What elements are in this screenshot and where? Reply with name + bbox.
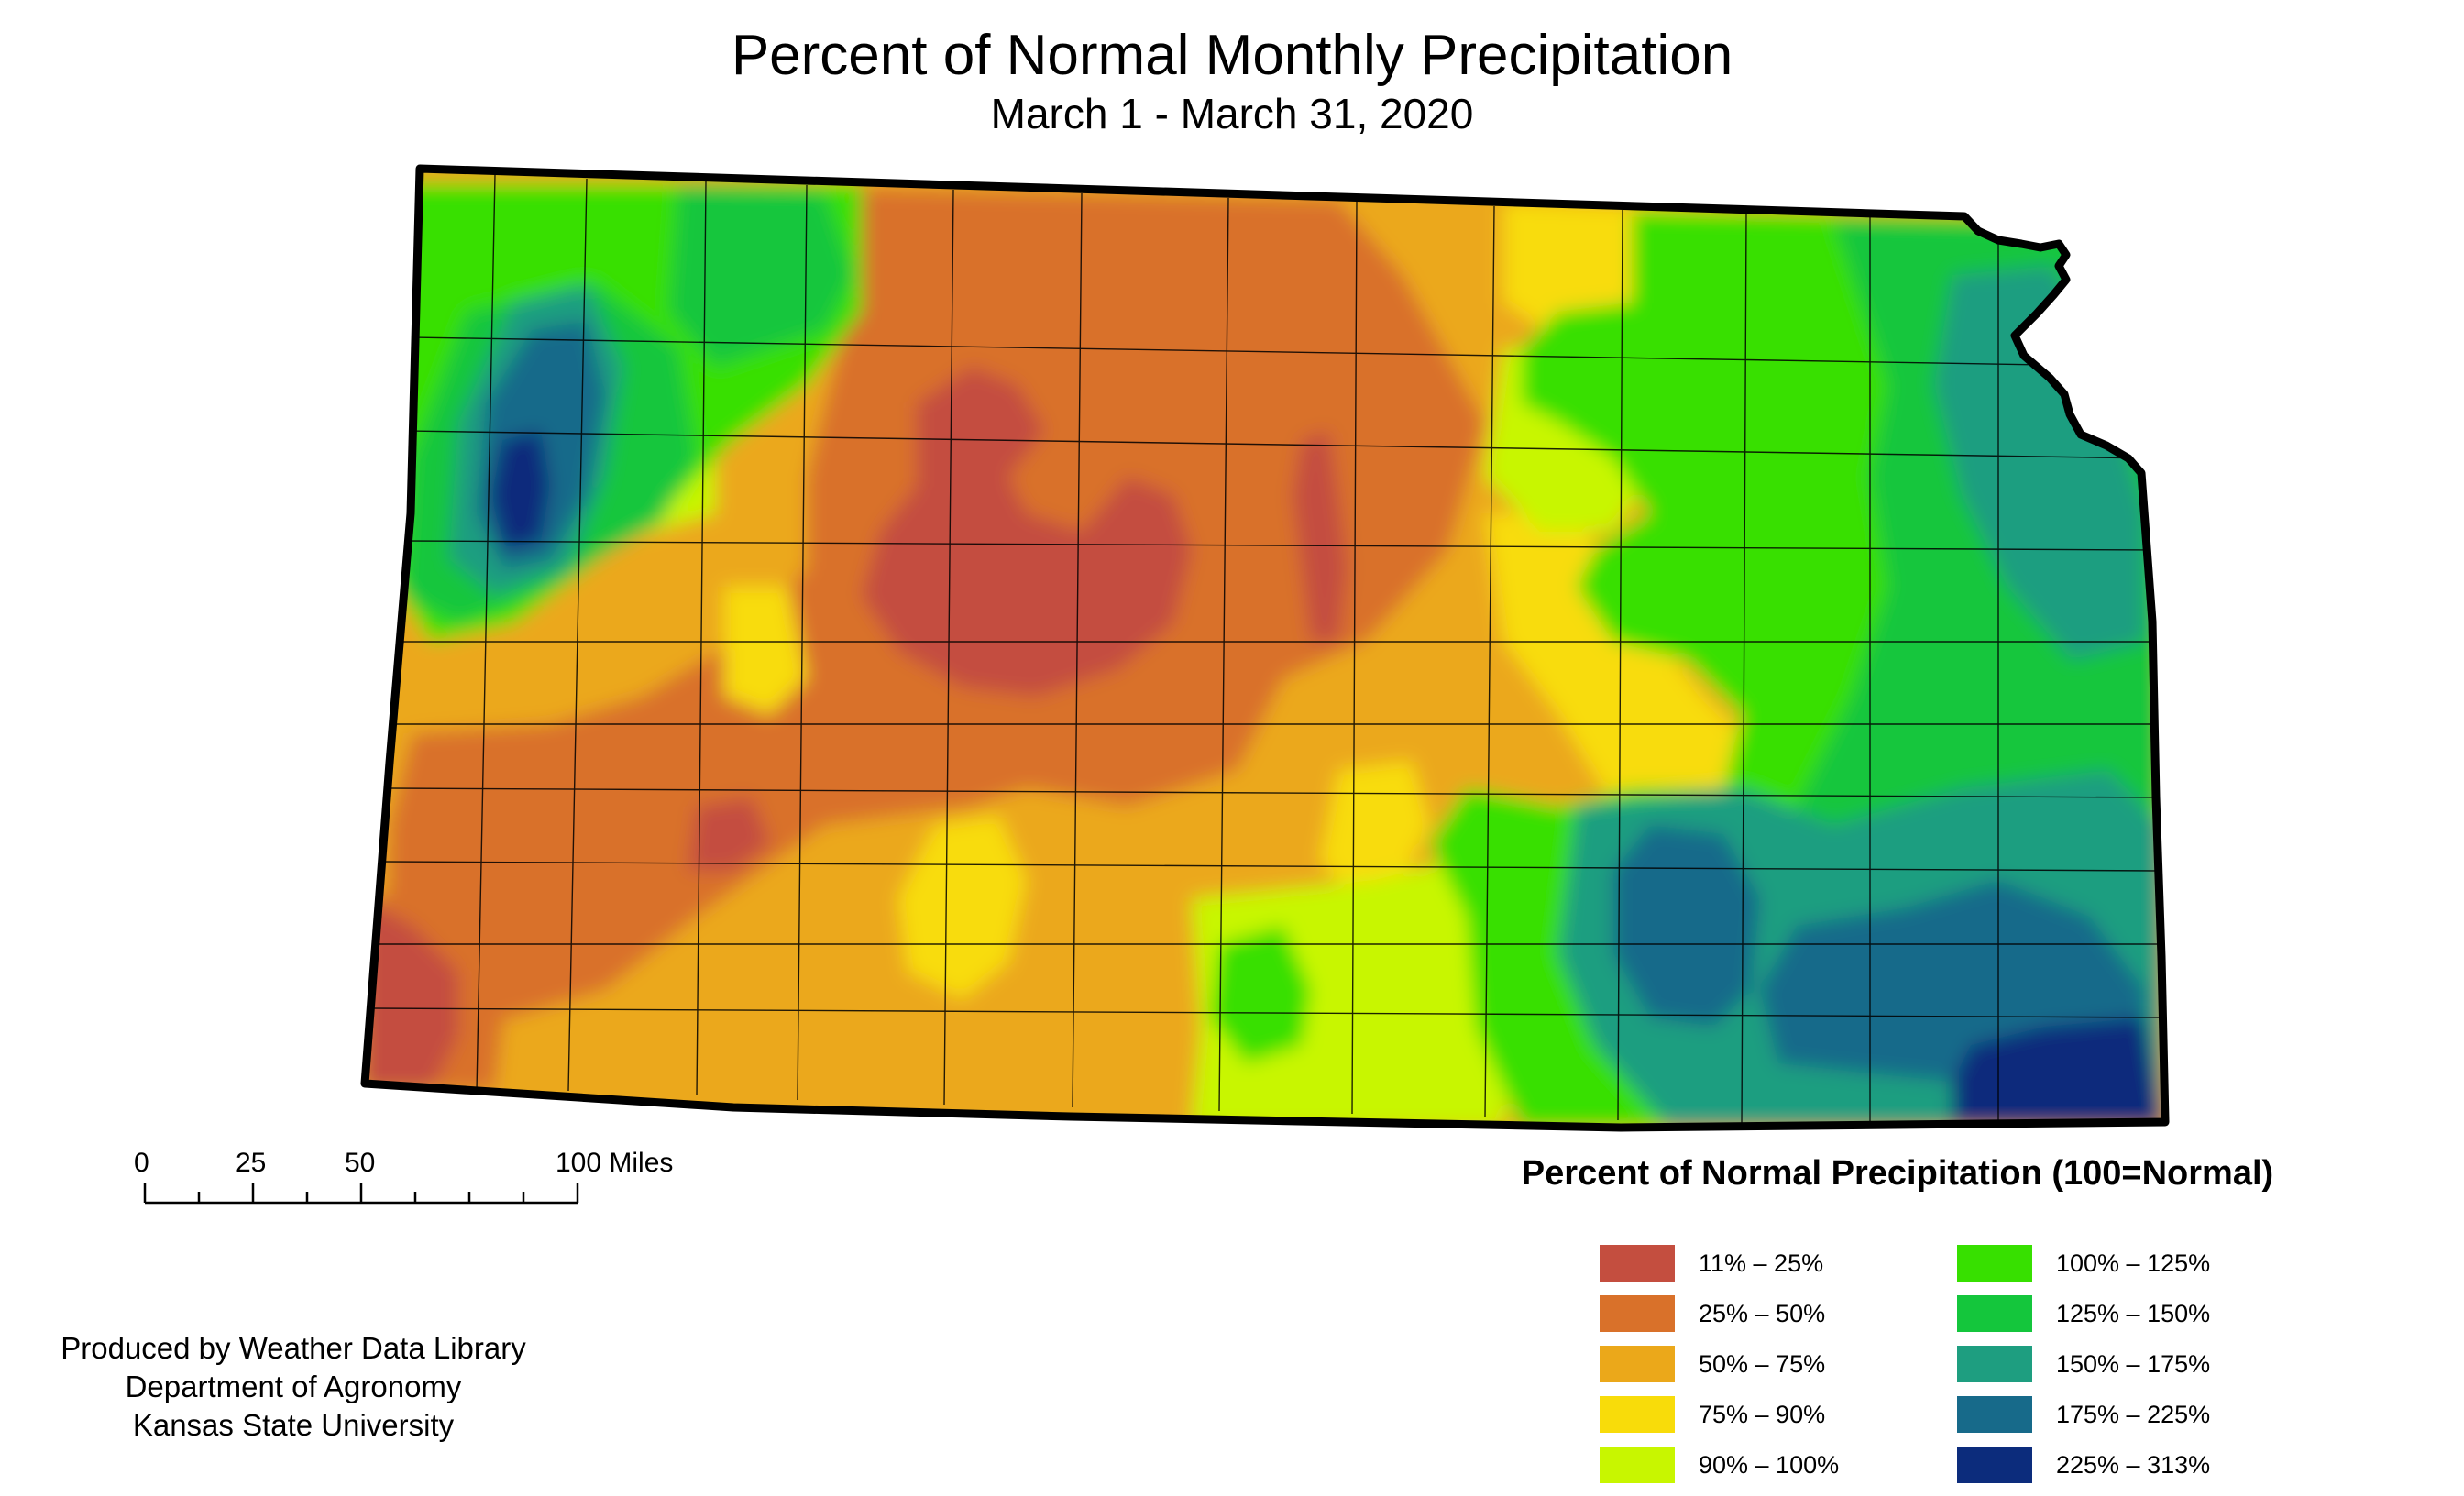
scale-label-0: 0 <box>134 1148 149 1178</box>
legend-label: 75% – 90% <box>1699 1400 1826 1428</box>
legend-label: 100% – 125% <box>2056 1248 2211 1277</box>
zone-11-25-southwest-b <box>365 898 458 1091</box>
zone-225-313-northwest <box>490 431 550 550</box>
scale-bar <box>143 1182 579 1204</box>
credits-line-1: Produced by Weather Data Library <box>60 1331 526 1365</box>
legend-label: 11% – 25% <box>1699 1248 1824 1277</box>
legend-item-225-313: 225% – 313% <box>1957 1446 2210 1483</box>
legend-label: 50% – 75% <box>1699 1349 1826 1378</box>
scale-label-50: 50 <box>345 1148 376 1178</box>
legend-swatch <box>1957 1245 2032 1282</box>
legend-item-50-75: 50% – 75% <box>1600 1346 1825 1382</box>
legend-title: Percent of Normal Precipitation (100=Nor… <box>1521 1154 2274 1193</box>
zone-90-100-south <box>1192 862 1522 1128</box>
scale-label-100-miles: 100 Miles <box>556 1148 674 1178</box>
legend-item-100-125: 100% – 125% <box>1957 1245 2210 1282</box>
legend-label: 225% – 313% <box>2056 1450 2211 1479</box>
zone-75-90-southcentral <box>898 816 1027 999</box>
legend-item-90-100: 90% – 100% <box>1600 1446 1839 1483</box>
legend-swatch <box>1600 1396 1675 1433</box>
legend-item-75-90: 75% – 90% <box>1600 1396 1825 1433</box>
map-subtitle: March 1 - March 31, 2020 <box>990 90 1474 138</box>
kansas-state-outline <box>360 164 2170 1132</box>
legend-swatch <box>1600 1446 1675 1483</box>
zone-75-90-westcentral <box>724 587 807 715</box>
legend-label: 175% – 225% <box>2056 1400 2211 1428</box>
legend-item-150-175: 150% – 175% <box>1957 1346 2210 1382</box>
legend-swatch <box>1600 1346 1675 1382</box>
zone-75-90-kingman <box>1320 761 1430 898</box>
zone-175-225-cowley <box>1613 825 1760 1027</box>
zone-75-90-central <box>1485 513 1760 807</box>
legend-swatch <box>1957 1295 2032 1332</box>
zone-11-25-central <box>862 367 1192 697</box>
legend-item-11-25: 11% – 25% <box>1600 1245 1823 1282</box>
legend-label: 125% – 150% <box>2056 1299 2211 1327</box>
legend-item-175-225: 175% – 225% <box>1957 1396 2210 1433</box>
zone-11-25-north <box>1292 431 1348 642</box>
legend-label: 90% – 100% <box>1699 1450 1840 1479</box>
credits-block: Produced by Weather Data Library Departm… <box>37 1329 550 1445</box>
legend-swatch <box>1600 1295 1675 1332</box>
legend-swatch <box>1957 1446 2032 1483</box>
legend-swatch <box>1957 1346 2032 1382</box>
credits-line-3: Kansas State University <box>132 1408 455 1442</box>
credits-line-2: Department of Agronomy <box>125 1370 462 1403</box>
legend-swatch <box>1600 1245 1675 1282</box>
map-title: Percent of Normal Monthly Precipitation <box>731 24 1733 87</box>
county-boundaries <box>370 173 2164 1128</box>
legend-item-125-150: 125% – 150% <box>1957 1295 2210 1332</box>
legend-item-25-50: 25% – 50% <box>1600 1295 1825 1332</box>
scale-label-25: 25 <box>236 1148 267 1178</box>
legend-label: 150% – 175% <box>2056 1349 2211 1378</box>
legend-swatch <box>1957 1396 2032 1433</box>
legend-label: 25% – 50% <box>1699 1299 1826 1327</box>
zone-100-125-harper <box>1210 926 1311 1063</box>
legend: 11% – 25% 25% – 50% 50% – 75% 75% – 90% … <box>1600 1245 2360 1483</box>
zone-11-25-southwest-a <box>688 798 770 871</box>
zone-225-313-southeast <box>1952 1018 2163 1128</box>
precipitation-surface <box>365 169 2165 1128</box>
